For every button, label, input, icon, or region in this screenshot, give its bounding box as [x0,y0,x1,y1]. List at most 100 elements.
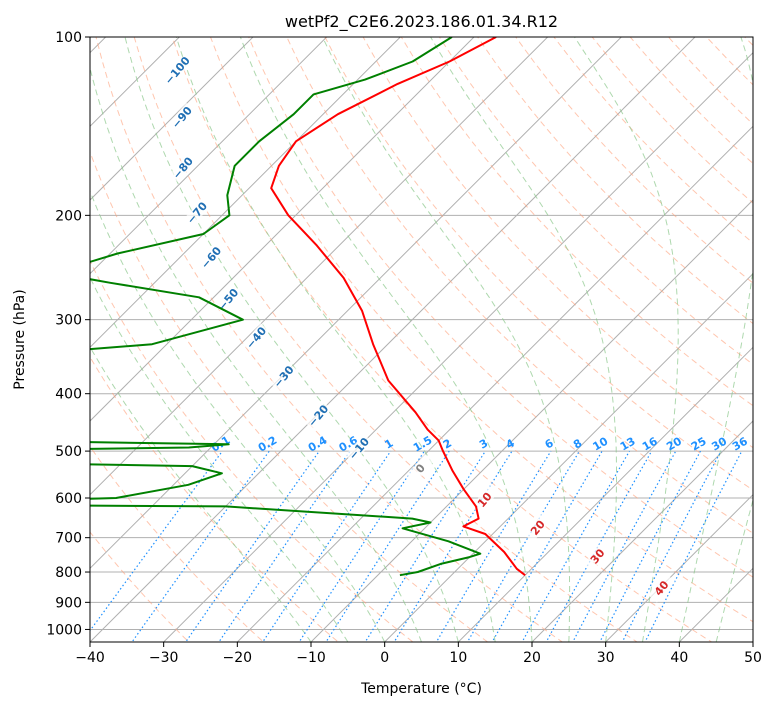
mixing-ratio-line [90,450,223,632]
dry-adiabat-label-bg [183,198,211,228]
dry-adiabat-label-bg [163,55,191,85]
x-tick-label: 30 [597,650,615,666]
dry-adiabat-label-bg [269,361,298,392]
isotherm-line [236,125,753,642]
dry-adiabat-line [324,37,753,491]
moist-adiabat-line [430,37,617,642]
isotherm-line [90,37,402,349]
dry-adiabat-label-bg [406,453,434,483]
x-tick-label: −20 [223,650,253,666]
x-tick-label: 10 [449,650,467,666]
isotherm-line [162,51,753,642]
mixing-ratio-line [466,450,580,642]
dry-adiabat-line [248,37,753,578]
isotherm-line [310,199,753,642]
y-tick-label: 200 [55,208,82,224]
y-tick-label: 600 [55,491,82,507]
dry-adiabat-line [133,37,638,642]
mixing-ratio-line [364,450,486,642]
moist-adiabat-line [175,37,496,642]
mixing-ratio-line [545,450,653,642]
y-tick-label: 900 [55,595,82,611]
isotherm-line [90,37,181,128]
dry-adiabat-label-bg [583,541,611,571]
mixing-ratio-line [325,450,450,642]
y-tick-label: 300 [55,313,82,329]
mixing-ratio-line [572,450,677,642]
dry-adiabat-label-bg [304,401,332,431]
x-tick-label: 40 [670,650,688,666]
isotherm-line [457,346,753,642]
dry-adiabat-line [95,37,564,642]
mixing-ratio-line [262,450,392,642]
mixing-ratio-line [491,450,603,642]
isotherm-line [90,37,254,201]
mixing-ratio-line [599,450,702,642]
dry-adiabat-label-bg [345,433,373,464]
dry-adiabat-label-bg [647,573,675,603]
dry-adiabat-label-bg [214,284,242,314]
dry-adiabat-line [90,531,190,642]
moist-adiabat-line [90,65,422,642]
moist-adiabat-line [124,37,459,642]
y-tick-label: 800 [55,565,82,581]
mixing-ratio-line [131,450,270,642]
dry-adiabat-line [286,37,753,534]
moist-adiabat-line [90,345,312,642]
y-tick-label: 400 [55,387,82,403]
dry-adiabat-line [209,37,753,623]
isotherm-line [90,37,328,275]
dry-adiabat-line [90,356,339,642]
moist-adiabat-line [90,276,349,642]
profile-lines [90,37,526,577]
isotherm-line [531,420,753,642]
dry-adiabat-label-bg [242,323,270,353]
dry-adiabat-line [362,37,753,449]
dry-adiabat-line [90,445,265,642]
y-tick-label: 700 [55,531,82,547]
moist-adiabat-line [678,37,753,642]
isotherm-line [383,272,753,642]
x-tick-label: −30 [149,650,179,666]
chart-title: wetPf2_C2E6.2023.186.01.34.R12 [285,12,558,32]
dewpoint-profile-line [90,37,482,577]
moist-adiabat-line [322,37,571,642]
dry-adiabat-line [90,150,489,642]
background-lines [90,37,753,642]
plot-frame [89,36,754,643]
moist-adiabat-line [239,37,533,642]
x-axis: −40 −30 −20 −10 0 10 20 30 40 50 [75,642,762,666]
moist-adiabat-line [574,37,679,642]
mixing-ratio-line [298,450,425,642]
isotherm-line [604,493,753,642]
x-tick-label: 0 [380,650,389,666]
x-tick-label: −10 [296,650,326,666]
mixing-ratio-line [393,450,513,642]
isotherm-line [90,37,623,570]
dry-adiabat-label-bg [168,102,196,132]
dry-adiabat-label-bg [523,513,552,543]
y-axis-label: Pressure (hPa) [12,289,28,389]
x-tick-label: −40 [75,650,105,666]
dry-adiabat-line [171,37,713,642]
y-tick-label: 100 [55,30,82,46]
dry-adiabat-label-bg [470,485,499,515]
x-tick-label: 50 [744,650,762,666]
moist-adiabat-line [90,189,386,642]
y-tick-label: 500 [55,444,82,460]
x-tick-label: 20 [523,650,541,666]
x-axis-label: Temperature (°C) [360,681,482,697]
isotherm-line [90,37,475,422]
moist-adiabat-line [715,498,753,642]
y-tick-label: 1000 [46,622,82,638]
isotherm-line [90,37,549,496]
dry-adiabat-label-bg [197,242,225,273]
isotherm-line [90,37,696,642]
mixing-ratio-line [435,450,552,642]
mixing-ratio-line [218,450,351,642]
temperature-profile-line [270,37,526,576]
dry-adiabat-line [515,37,753,284]
y-axis: 100 200 300 400 500 600 700 800 900 1000 [46,30,90,638]
